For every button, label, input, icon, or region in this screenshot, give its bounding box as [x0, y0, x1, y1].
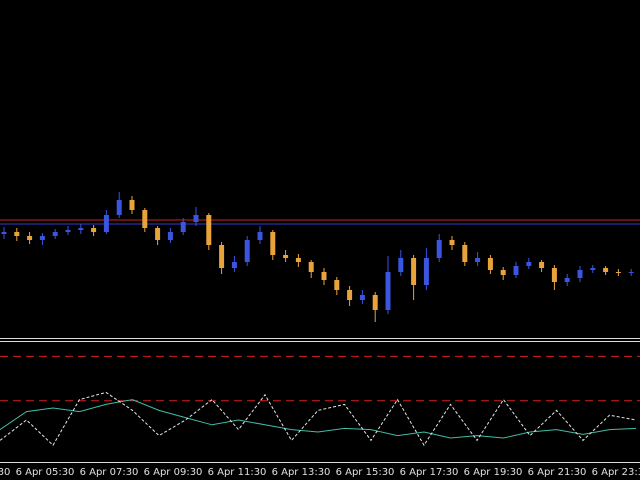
- candle-body: [487, 258, 493, 270]
- candle-body: [462, 245, 468, 262]
- candle-body: [539, 262, 545, 268]
- candle-body: [436, 240, 442, 258]
- candle-body: [231, 262, 237, 268]
- candle-body: [1, 232, 7, 234]
- candle-body: [116, 200, 122, 215]
- candle-body: [103, 215, 109, 232]
- candle-body: [475, 258, 481, 262]
- candle-body: [91, 228, 97, 232]
- candle-body: [628, 272, 634, 273]
- candle-body: [142, 210, 148, 228]
- candle-body: [270, 232, 276, 255]
- x-tick-label: 6 Apr 11:30: [208, 467, 267, 478]
- candle-body: [283, 255, 289, 258]
- candle-body: [295, 258, 301, 262]
- candle-body: [219, 245, 225, 268]
- candle-body: [359, 295, 365, 300]
- candle-body: [590, 268, 596, 270]
- candle-body: [411, 258, 417, 285]
- candle-body: [206, 215, 212, 245]
- candle-body: [321, 272, 327, 280]
- candle-body: [193, 215, 199, 222]
- candle-body: [180, 222, 186, 232]
- candle-body: [14, 232, 20, 236]
- candle-body: [78, 228, 84, 230]
- x-tick-label: 6 Apr 17:30: [400, 467, 459, 478]
- indicator-line: [0, 391, 637, 447]
- candle-body: [385, 272, 391, 310]
- x-tick-label: 6 Apr 09:30: [144, 467, 203, 478]
- x-tick-label: 6 Apr 23:30: [592, 467, 640, 478]
- x-tick-label: 6 Apr 21:30: [528, 467, 587, 478]
- candle-body: [334, 280, 340, 290]
- candle-body: [244, 240, 250, 262]
- candle-body: [372, 295, 378, 310]
- candle-body: [155, 228, 161, 240]
- candle-body: [423, 258, 429, 285]
- candle-body: [347, 290, 353, 300]
- x-tick-label: 6 Apr 19:30: [464, 467, 523, 478]
- candle-body: [52, 232, 58, 236]
- x-tick-label: 6 Apr 05:30: [16, 467, 75, 478]
- candle-body: [398, 258, 404, 272]
- candle-body: [551, 268, 557, 282]
- candle-body: [257, 232, 263, 240]
- candle-body: [603, 268, 609, 272]
- candle-body: [39, 236, 45, 240]
- candle-body: [526, 262, 532, 266]
- x-tick-label: 6 Apr 13:30: [272, 467, 331, 478]
- candle-body: [577, 270, 583, 278]
- x-tick-label: 6 Apr 07:30: [80, 467, 139, 478]
- candle-body: [500, 270, 506, 275]
- x-tick-label: 6 Apr 15:30: [336, 467, 395, 478]
- candle-body: [167, 232, 173, 240]
- candle-body: [513, 266, 519, 275]
- candle-body: [27, 236, 33, 240]
- candle-body: [308, 262, 314, 272]
- candle-body: [564, 278, 570, 282]
- x-tick-label: 6 Apr 03:30: [0, 467, 10, 478]
- candle-body: [65, 230, 71, 232]
- indicator-line: [0, 399, 637, 439]
- candle-body: [449, 240, 455, 245]
- candle-body: [615, 272, 621, 273]
- candle-body: [129, 200, 135, 210]
